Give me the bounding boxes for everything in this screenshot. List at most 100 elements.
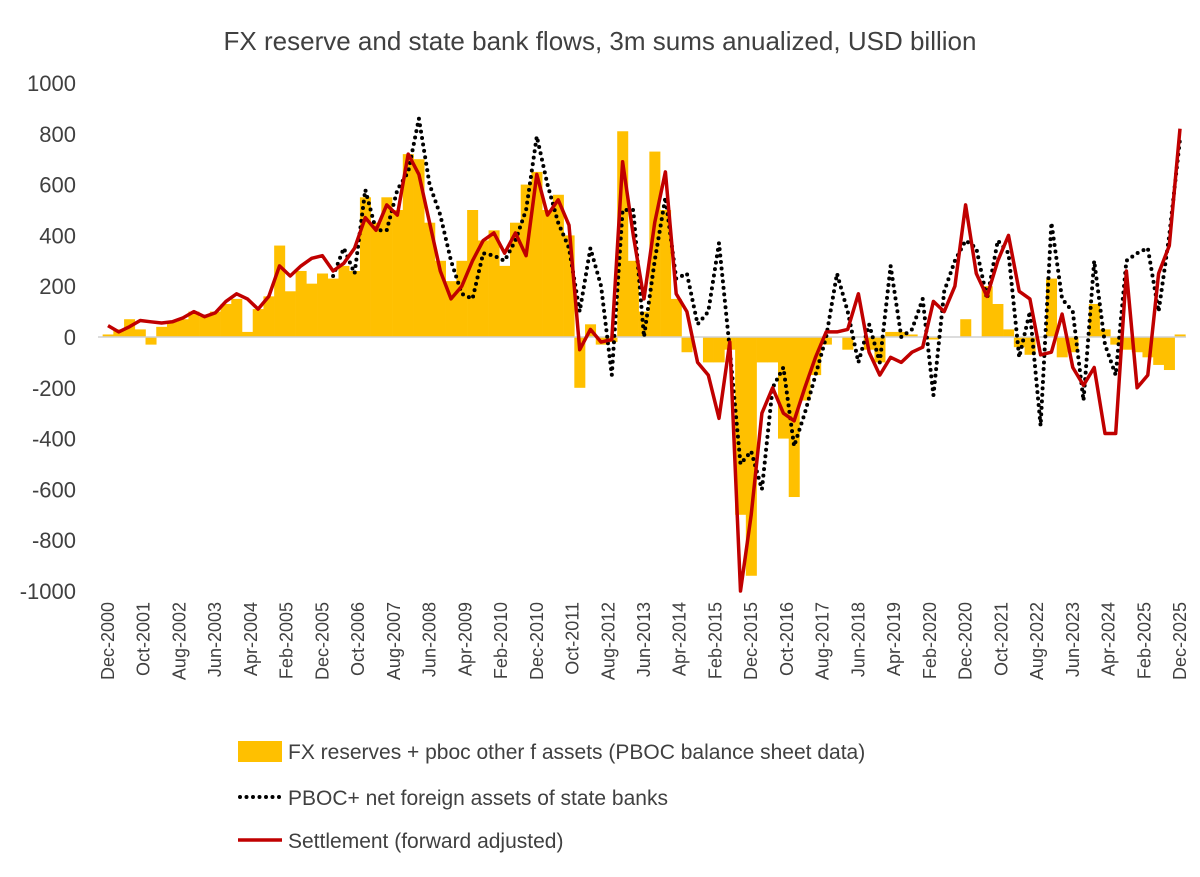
legend: FX reserves + pboc other f assets (PBOC … [238, 741, 865, 853]
bar [1088, 303, 1100, 337]
bar [370, 222, 382, 337]
bar [166, 321, 178, 337]
x-tick-label: Jun-2023 [1063, 602, 1083, 677]
bar [906, 334, 918, 337]
bar [1142, 337, 1154, 358]
bar [359, 197, 371, 337]
x-tick-label: Feb-2010 [491, 602, 511, 679]
bar [799, 337, 811, 401]
legend-item-fx-reserves: FX reserves + pboc other f assets (PBOC … [238, 741, 865, 764]
y-tick-label: 1000 [27, 71, 76, 96]
bar [542, 210, 554, 337]
bar [681, 337, 693, 353]
bar [306, 283, 318, 337]
bar [960, 319, 972, 337]
bar [102, 334, 114, 337]
x-tick-label: Jun-2008 [420, 602, 440, 677]
x-tick-label: Jun-2013 [634, 602, 654, 677]
x-tick-label: Jun-2018 [848, 602, 868, 677]
bar [284, 291, 296, 337]
legend-swatch-bar [238, 741, 282, 762]
x-tick-label: Dec-2005 [312, 602, 332, 680]
bar [231, 298, 243, 337]
bar [402, 154, 414, 337]
x-tick-label: Feb-2015 [705, 602, 725, 679]
bar [649, 151, 661, 337]
bar [1099, 329, 1111, 337]
x-tick-label: Feb-2020 [920, 602, 940, 679]
bar [1024, 337, 1036, 355]
legend-item-settlement: Settlement (forward adjusted) [238, 830, 563, 853]
bar [767, 337, 779, 363]
x-tick-label: Aug-2012 [598, 602, 618, 680]
bar [477, 240, 489, 337]
x-axis-ticks: Dec-2000 Oct-2001 Aug-2002 Jun-2003 Apr-2004… [98, 602, 1190, 680]
x-tick-label: Dec-2025 [1170, 602, 1190, 680]
y-tick-label: 800 [39, 122, 76, 147]
bar [842, 337, 854, 350]
legend-label: FX reserves + pboc other f assets (PBOC … [288, 741, 865, 764]
bar [552, 194, 564, 337]
bar [895, 331, 907, 337]
bar [702, 337, 714, 363]
x-tick-label: Oct-2006 [348, 602, 368, 676]
x-tick-label: Apr-2014 [670, 602, 690, 676]
bar [1163, 337, 1175, 371]
bar [928, 337, 940, 340]
x-tick-label: Oct-2001 [134, 602, 154, 676]
bar [1131, 337, 1143, 353]
bar [510, 222, 522, 337]
bar [220, 303, 232, 337]
bar [252, 309, 264, 337]
bar [992, 303, 1004, 337]
y-tick-label: -800 [32, 528, 76, 553]
bar [885, 331, 897, 337]
x-tick-label: Apr-2009 [455, 602, 475, 676]
x-tick-label: Dec-2020 [956, 602, 976, 680]
bar [413, 159, 425, 337]
y-tick-label: 0 [64, 325, 76, 350]
bar [981, 286, 993, 337]
x-tick-label: Oct-2016 [777, 602, 797, 676]
bar [381, 197, 393, 337]
y-tick-label: 600 [39, 173, 76, 198]
bar [156, 326, 168, 337]
bar [134, 329, 146, 337]
x-tick-label: Jun-2003 [205, 602, 225, 677]
bar [274, 245, 286, 337]
bar [1056, 337, 1068, 358]
bar [713, 337, 725, 363]
x-tick-label: Oct-2021 [991, 602, 1011, 676]
bar [199, 316, 211, 337]
x-tick-label: Dec-2000 [98, 602, 118, 680]
bar [1153, 337, 1165, 365]
x-tick-label: Apr-2019 [884, 602, 904, 676]
bar [392, 210, 404, 337]
y-tick-label: -200 [32, 376, 76, 401]
bar [434, 260, 446, 337]
bar [467, 210, 479, 337]
y-tick-label: -600 [32, 477, 76, 502]
line-settlement [107, 128, 1182, 593]
y-tick-label: 400 [39, 223, 76, 248]
bar [242, 331, 254, 337]
x-tick-label: Aug-2002 [169, 602, 189, 680]
bar [670, 298, 682, 337]
bar [756, 337, 768, 363]
bar [617, 131, 629, 337]
bar [574, 337, 586, 388]
bar [188, 311, 200, 337]
x-tick-label: Apr-2024 [1099, 602, 1119, 676]
bar [145, 337, 157, 345]
bar [445, 281, 457, 337]
bar [1046, 278, 1058, 337]
x-tick-label: Aug-2007 [384, 602, 404, 680]
y-tick-label: -1000 [20, 579, 76, 604]
x-tick-label: Dec-2015 [741, 602, 761, 680]
bar [1174, 334, 1186, 337]
bar [209, 311, 221, 337]
bar [1003, 329, 1015, 337]
bar [317, 273, 329, 337]
x-tick-label: Apr-2004 [241, 602, 261, 676]
x-tick-label: Aug-2022 [1027, 602, 1047, 680]
